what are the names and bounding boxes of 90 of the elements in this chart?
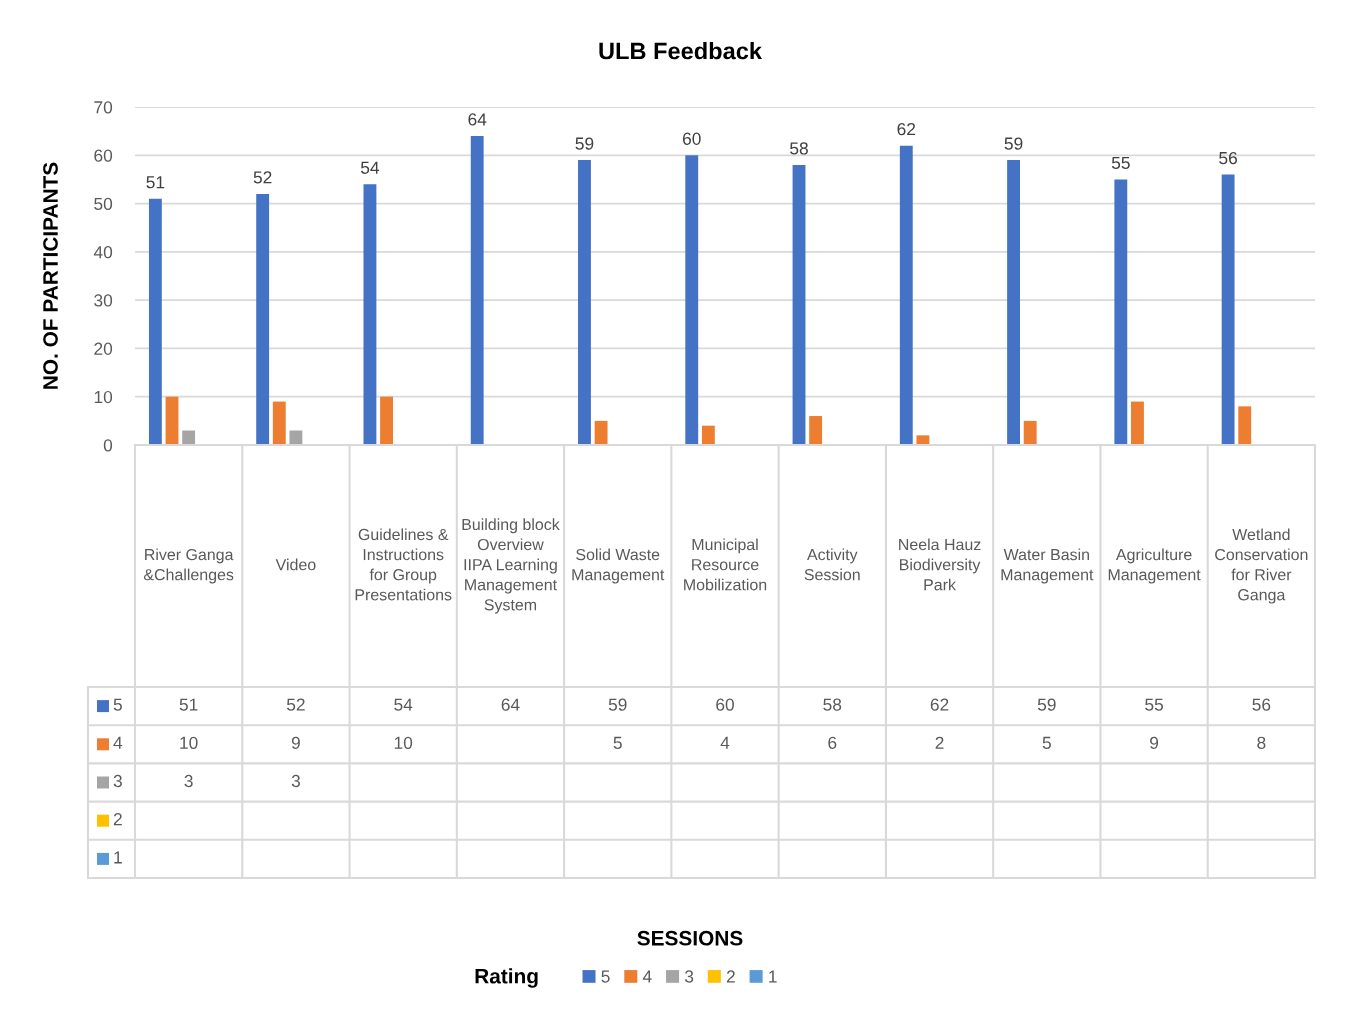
data-label: 2 (935, 736, 944, 749)
x-tick-label: Wetland Conservation for River Ganga (1215, 528, 1308, 604)
legend-label: 5 (113, 698, 122, 711)
x-tick-label: Solid Waste Management (572, 548, 665, 584)
bar (165, 396, 179, 445)
data-label: 9 (291, 736, 300, 749)
annotation: 55 (1111, 156, 1130, 170)
annotation: 52 (253, 171, 272, 184)
annotation: 62 (897, 122, 916, 136)
bar (148, 198, 162, 445)
annotation: 60 (682, 132, 701, 145)
text: SESSIONS (637, 930, 743, 946)
y-tick-label: 50 (94, 197, 113, 211)
x-tick-label: Water Basin Management (1001, 548, 1094, 584)
bar (792, 164, 806, 445)
text: 1 (114, 851, 122, 864)
data-label: 4 (720, 736, 730, 749)
y-tick-label: 0 (103, 439, 113, 452)
bar (256, 193, 270, 445)
x-tick-label: Building block Overview IIPA Learning Management System (462, 518, 560, 614)
data-label: 54 (394, 698, 413, 711)
bar (578, 160, 591, 445)
bar (1221, 174, 1235, 445)
bar (916, 435, 930, 445)
annotation: 51 (146, 176, 165, 189)
bar (182, 430, 196, 445)
data-label: 10 (180, 736, 198, 749)
legend-title: Rating (475, 968, 538, 988)
bar (809, 416, 823, 445)
text: 4 (642, 970, 652, 983)
bar (272, 401, 286, 445)
data-label: 3 (291, 774, 300, 788)
data-label: 9 (1150, 736, 1159, 749)
data-label: 10 (394, 736, 413, 749)
bar (289, 430, 303, 445)
legend-label: 3 (113, 774, 122, 788)
bar (1238, 406, 1252, 445)
y-tick-label: 30 (94, 294, 113, 307)
bar (380, 396, 393, 445)
text: 2 (113, 813, 122, 826)
data-label: 58 (823, 698, 842, 711)
y-tick-label: 60 (94, 149, 113, 162)
annotation: 59 (575, 137, 594, 150)
data-label: 64 (501, 698, 520, 711)
legend-label: 2 (726, 970, 735, 983)
bar (1131, 401, 1144, 445)
data-label: 6 (828, 736, 837, 749)
y-tick-label: 70 (94, 101, 113, 114)
text: 3 (684, 970, 694, 983)
x-tick-label: Agriculture Management (1108, 548, 1201, 584)
bar (701, 425, 715, 445)
annotation: 64 (468, 113, 487, 126)
data-label: 60 (716, 698, 734, 711)
data-label: 62 (930, 698, 949, 711)
y-axis-title: NO. OF PARTICIPANTS (43, 162, 58, 389)
bar (685, 155, 699, 445)
bar (1114, 179, 1128, 445)
annotation: 58 (790, 142, 808, 155)
y-tick-label: 20 (94, 342, 113, 355)
text: 5 (601, 970, 610, 983)
annotation: 54 (360, 161, 380, 174)
y-tick-label: 40 (93, 246, 113, 259)
x-tick-label: Guidelines & Instructions for Group Presentations (355, 528, 452, 601)
chart-title: ULB Feedback (599, 42, 763, 60)
data-label: 3 (184, 774, 193, 788)
data-label: 56 (1252, 698, 1271, 711)
data-label: 55 (1145, 698, 1164, 711)
data-label: 8 (1257, 736, 1266, 749)
legend-label: 1 (769, 970, 777, 983)
bar (594, 420, 608, 445)
bar (1007, 160, 1020, 445)
bar (363, 184, 377, 445)
bar (899, 145, 913, 445)
x-tick-label: Video (275, 558, 316, 571)
bar (1023, 420, 1037, 445)
y-tick-label: 10 (94, 390, 113, 404)
data-label: 5 (1042, 736, 1051, 749)
x-tick-label: Activity Session (804, 548, 860, 581)
data-label: 51 (179, 698, 198, 711)
annotation: 59 (1004, 137, 1023, 150)
data-label: 59 (1037, 698, 1056, 711)
bar (470, 135, 484, 445)
annotation: 56 (1219, 151, 1237, 165)
legend-label: 4 (113, 736, 123, 749)
data-label: 52 (286, 698, 305, 711)
data-label: 5 (613, 736, 622, 749)
x-tick-label: Municipal Resource Mobilization (684, 538, 767, 591)
data-label: 59 (608, 698, 627, 711)
x-tick-label: River Ganga &Challenges (143, 548, 234, 584)
x-tick-label: Neela Hauz Biodiversity Park (899, 538, 981, 591)
